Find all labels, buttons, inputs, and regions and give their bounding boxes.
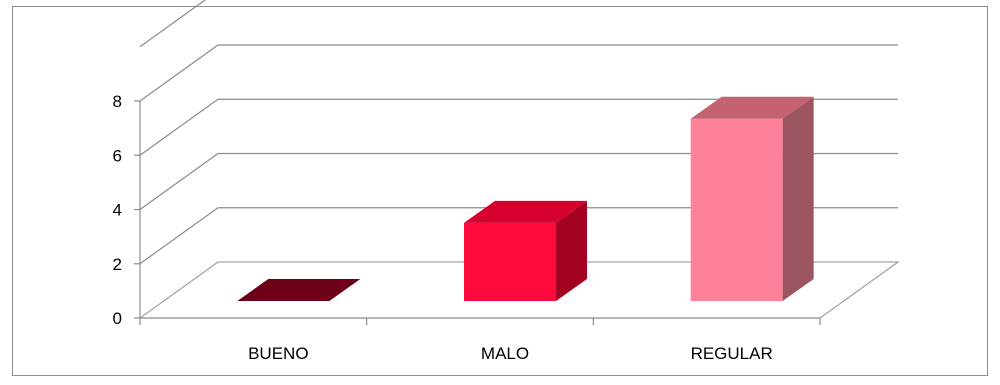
- bars: [237, 96, 814, 301]
- y-tick-label: 2: [113, 255, 122, 274]
- gridlines: [139, 0, 900, 319]
- chart-frame: [12, 6, 988, 376]
- bar-front: [464, 222, 556, 301]
- bar-malo: [464, 200, 587, 301]
- gridline: [139, 44, 898, 102]
- x-category-label: BUENO: [248, 344, 308, 363]
- bar-top: [690, 96, 814, 119]
- y-tick-label: 0: [113, 309, 122, 328]
- y-tick-label: 8: [113, 92, 122, 111]
- gridline: [139, 152, 898, 210]
- axes: [134, 100, 821, 325]
- gridline: [139, 98, 898, 156]
- labels: 0 2 4 6 8 BUENO MALO REGULAR: [113, 92, 773, 363]
- gridline: [139, 207, 898, 265]
- bar-regular: [690, 96, 814, 301]
- bar-front: [690, 118, 783, 301]
- bar-side: [782, 96, 814, 301]
- y-tick-label: 4: [113, 201, 122, 220]
- bar-side: [556, 200, 587, 301]
- bar-bueno: [237, 279, 361, 301]
- y-tick-label: 6: [113, 146, 122, 165]
- bar-top: [237, 279, 361, 301]
- x-category-label: MALO: [481, 344, 529, 363]
- bar-top: [464, 200, 587, 223]
- gridline: [139, 0, 207, 48]
- x-category-label: REGULAR: [691, 344, 773, 363]
